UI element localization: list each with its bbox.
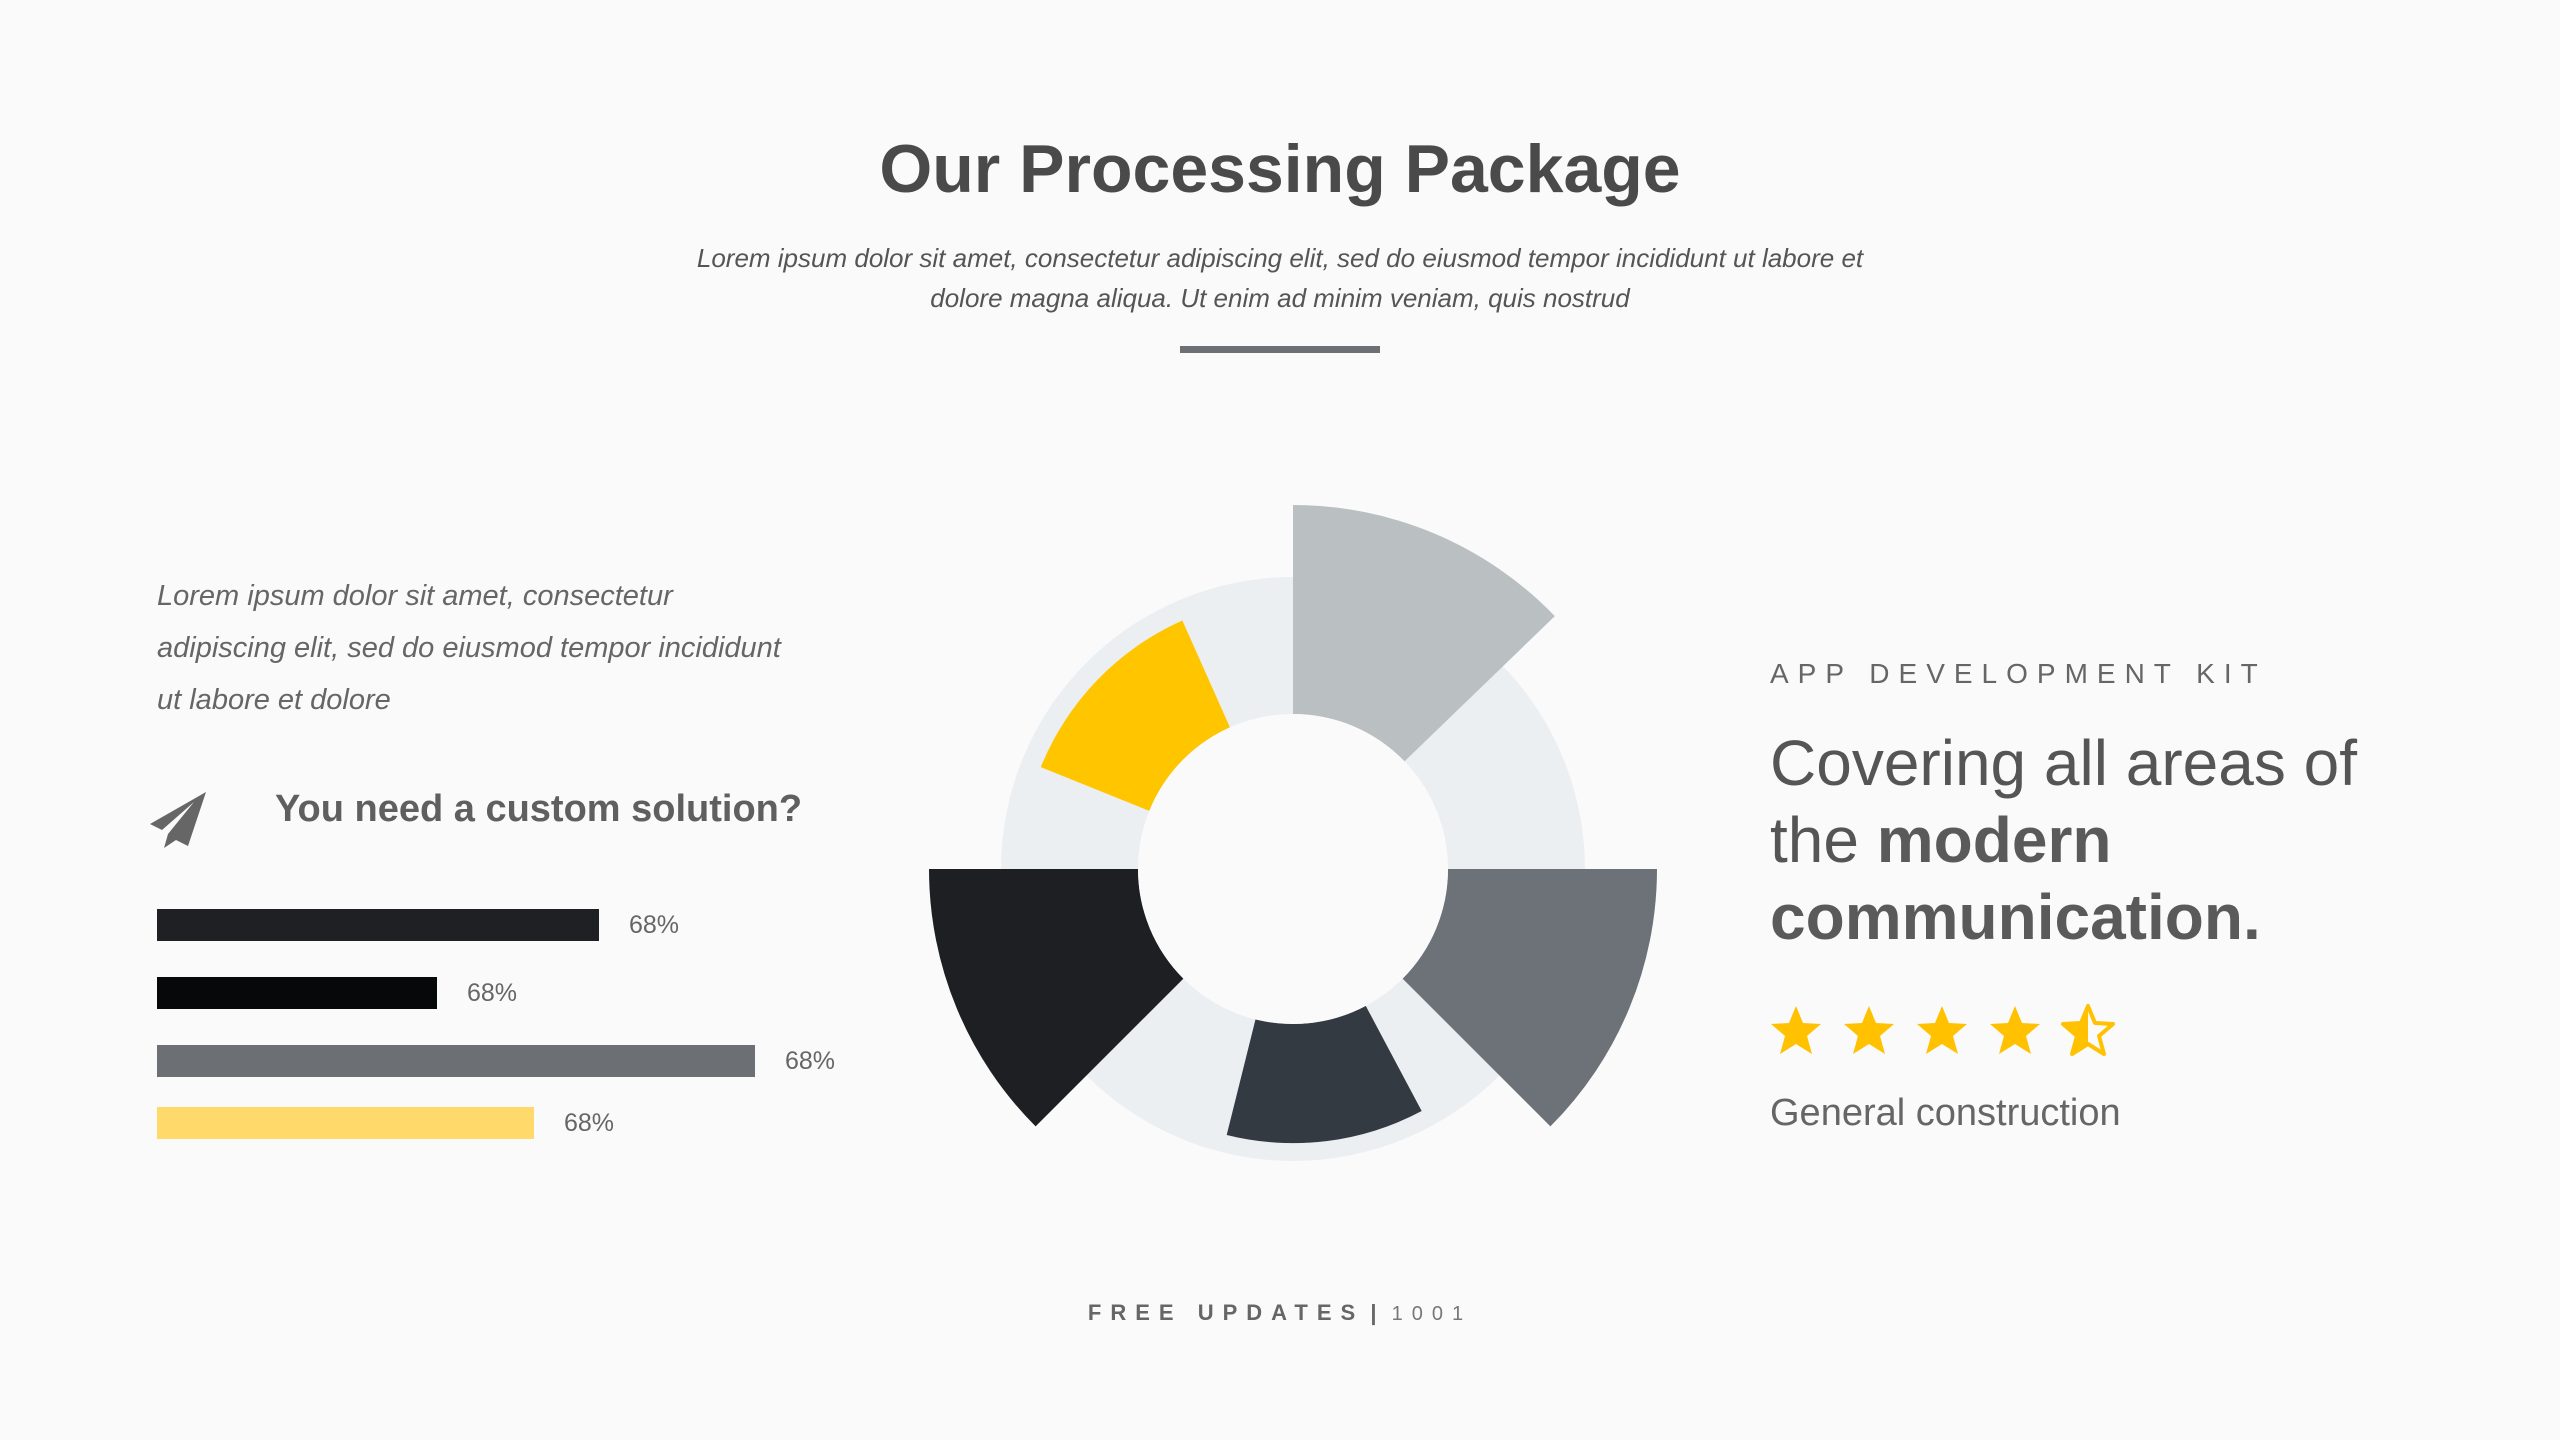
headline-line: communication.: [1770, 879, 2470, 956]
headline-line: the modern: [1770, 802, 2470, 879]
star-full-icon: [1844, 1006, 1894, 1054]
paragraph-line: adipiscing elit, sed do eiusmod tempor i…: [157, 632, 781, 664]
progress-bar: [157, 977, 437, 1009]
headline: Covering all areas of the modern communi…: [1770, 725, 2470, 956]
progress-label: 68%: [467, 979, 518, 1007]
custom-solution-heading: You need a custom solution?: [275, 788, 803, 830]
page-subtitle: Lorem ipsum dolor sit amet, consectetur …: [640, 238, 1920, 318]
headline-line: Covering all areas of: [1770, 727, 2357, 799]
star-full-icon: [1990, 1006, 2040, 1054]
star-full-icon: [1771, 1006, 1821, 1054]
title-divider: [1180, 346, 1380, 353]
chart-segment: [1293, 505, 1555, 762]
headline-text: the: [1770, 804, 1877, 876]
paragraph-line: Lorem ipsum dolor sit amet, consectetur: [157, 580, 673, 612]
caption: General construction: [1770, 1092, 2121, 1134]
chart-segment: [1226, 1005, 1422, 1144]
subtitle-line: dolore magna aliqua. Ut enim ad minim ve…: [930, 283, 1630, 313]
kicker-text: APP DEVELOPMENT KIT: [1770, 658, 2267, 689]
progress-bar: [157, 1045, 755, 1077]
chart-hole: [1138, 714, 1448, 1024]
chart-segment: [1040, 620, 1230, 811]
headline-bold: modern: [1876, 804, 2112, 876]
left-paragraph: Lorem ipsum dolor sit amet, consectetur …: [157, 570, 837, 726]
progress-bar: [157, 1107, 534, 1139]
progress-bar: [157, 909, 599, 941]
chart-segment: [929, 869, 1184, 1127]
footer: FREE UPDATES | 1001: [0, 1300, 2560, 1326]
star-full-icon: [1917, 1006, 1967, 1054]
footer-number: 1001: [1391, 1303, 1473, 1325]
paragraph-line: ut labore et dolore: [157, 684, 391, 716]
star-half-icon: [2061, 1004, 2115, 1056]
footer-label: FREE UPDATES: [1087, 1300, 1365, 1325]
page-title: Our Processing Package: [879, 131, 1681, 207]
progress-label: 68%: [785, 1047, 836, 1075]
progress-label: 68%: [564, 1109, 615, 1137]
chart-segment: [1402, 869, 1657, 1127]
subtitle-line: Lorem ipsum dolor sit amet, consectetur …: [696, 243, 1864, 273]
footer-separator: |: [1370, 1300, 1386, 1325]
star-rating: [1768, 1003, 2116, 1059]
paper-plane-icon: [150, 792, 206, 848]
headline-bold: communication.: [1770, 881, 2261, 953]
progress-label: 68%: [629, 911, 680, 939]
